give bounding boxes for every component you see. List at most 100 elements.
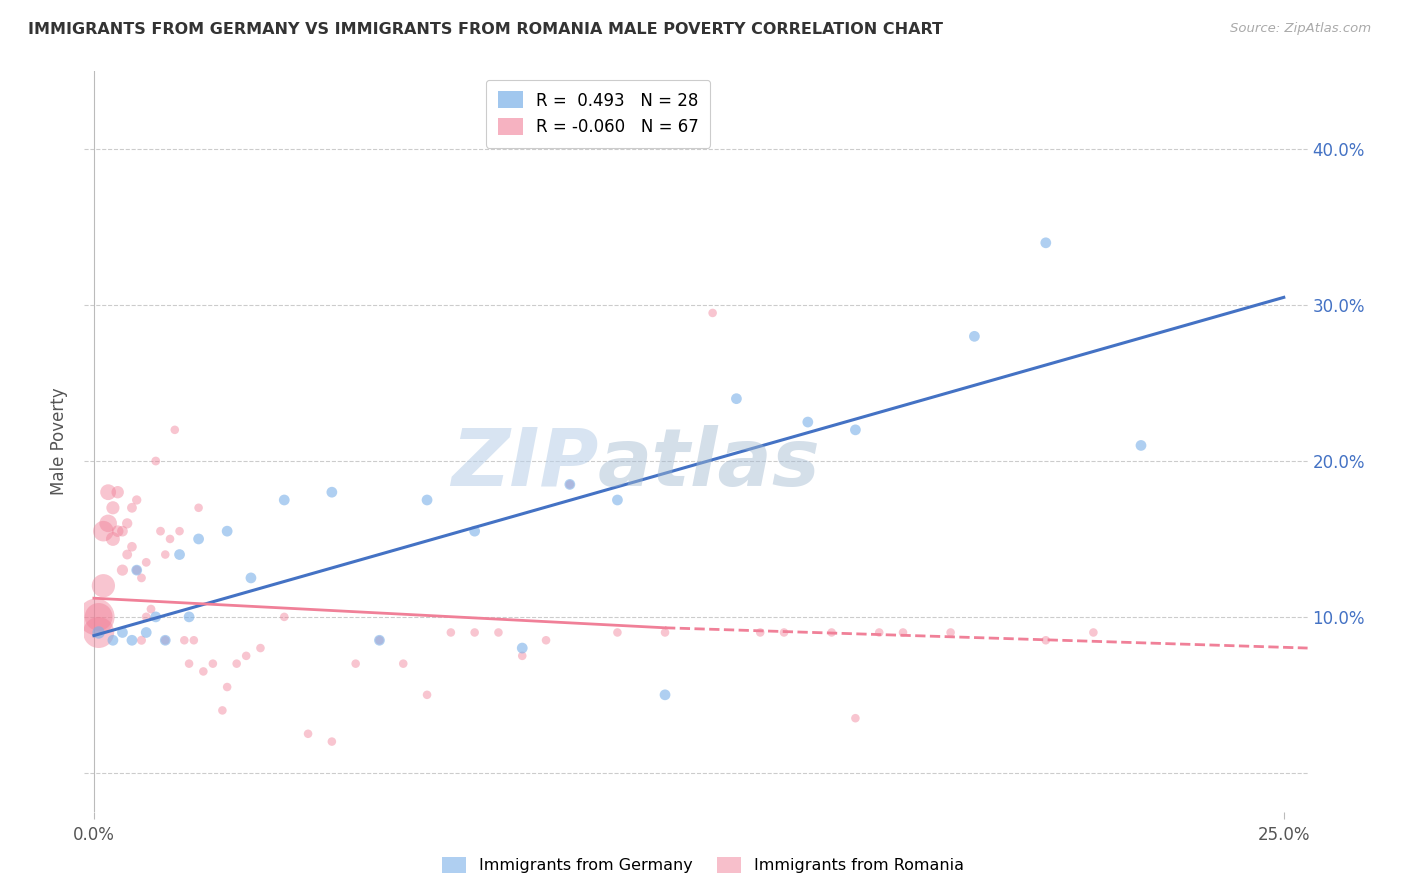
- Point: [321, 734, 343, 748]
- Point: [225, 657, 247, 671]
- Point: [773, 625, 796, 640]
- Point: [464, 524, 486, 538]
- Point: [217, 680, 239, 694]
- Point: [488, 625, 510, 640]
- Point: [297, 727, 319, 741]
- Point: [344, 657, 367, 671]
- Point: [187, 500, 209, 515]
- Point: [183, 633, 205, 648]
- Point: [159, 532, 181, 546]
- Point: [169, 548, 191, 562]
- Point: [464, 625, 486, 640]
- Point: [125, 563, 148, 577]
- Point: [115, 548, 138, 562]
- Point: [155, 633, 177, 648]
- Point: [145, 610, 167, 624]
- Point: [107, 524, 129, 538]
- Point: [149, 524, 172, 538]
- Point: [606, 625, 628, 640]
- Point: [107, 485, 129, 500]
- Point: [101, 500, 124, 515]
- Point: [111, 524, 134, 538]
- Point: [1130, 438, 1153, 452]
- Point: [111, 563, 134, 577]
- Point: [177, 610, 200, 624]
- Point: [201, 657, 224, 671]
- Point: [558, 477, 581, 491]
- Point: [121, 633, 143, 648]
- Point: [606, 493, 628, 508]
- Point: [121, 500, 143, 515]
- Point: [368, 633, 391, 648]
- Point: [173, 633, 195, 648]
- Point: [169, 524, 191, 538]
- Text: ZIP: ZIP: [451, 425, 598, 503]
- Point: [125, 493, 148, 508]
- Point: [820, 625, 842, 640]
- Point: [111, 625, 134, 640]
- Point: [101, 532, 124, 546]
- Point: [654, 688, 676, 702]
- Point: [87, 625, 110, 640]
- Point: [891, 625, 914, 640]
- Point: [87, 625, 110, 640]
- Point: [84, 610, 107, 624]
- Point: [939, 625, 962, 640]
- Point: [125, 563, 148, 577]
- Point: [844, 423, 866, 437]
- Point: [1035, 235, 1057, 250]
- Point: [101, 633, 124, 648]
- Point: [368, 633, 391, 648]
- Point: [135, 625, 157, 640]
- Point: [131, 571, 153, 585]
- Point: [273, 493, 295, 508]
- Point: [1083, 625, 1105, 640]
- Point: [187, 532, 209, 546]
- Point: [155, 548, 177, 562]
- Point: [654, 625, 676, 640]
- Legend: R =  0.493   N = 28, R = -0.060   N = 67: R = 0.493 N = 28, R = -0.060 N = 67: [486, 79, 710, 148]
- Point: [93, 579, 115, 593]
- Point: [145, 454, 167, 468]
- Point: [510, 641, 533, 656]
- Point: [510, 648, 533, 663]
- Point: [235, 648, 257, 663]
- Point: [963, 329, 986, 343]
- Point: [558, 477, 581, 491]
- Y-axis label: Male Poverty: Male Poverty: [51, 388, 69, 495]
- Point: [416, 493, 439, 508]
- Point: [239, 571, 262, 585]
- Text: atlas: atlas: [598, 425, 821, 503]
- Point: [797, 415, 820, 429]
- Point: [868, 625, 890, 640]
- Point: [1035, 633, 1057, 648]
- Point: [135, 555, 157, 569]
- Point: [93, 524, 115, 538]
- Point: [249, 641, 271, 656]
- Point: [97, 485, 120, 500]
- Point: [440, 625, 463, 640]
- Point: [193, 665, 215, 679]
- Point: [844, 711, 866, 725]
- Point: [115, 516, 138, 531]
- Point: [321, 485, 343, 500]
- Point: [121, 540, 143, 554]
- Point: [163, 423, 186, 437]
- Point: [97, 516, 120, 531]
- Point: [273, 610, 295, 624]
- Point: [534, 633, 557, 648]
- Point: [155, 633, 177, 648]
- Point: [139, 602, 162, 616]
- Point: [217, 524, 239, 538]
- Point: [749, 625, 772, 640]
- Text: Source: ZipAtlas.com: Source: ZipAtlas.com: [1230, 22, 1371, 36]
- Text: IMMIGRANTS FROM GERMANY VS IMMIGRANTS FROM ROMANIA MALE POVERTY CORRELATION CHAR: IMMIGRANTS FROM GERMANY VS IMMIGRANTS FR…: [28, 22, 943, 37]
- Point: [392, 657, 415, 671]
- Point: [725, 392, 748, 406]
- Point: [416, 688, 439, 702]
- Point: [702, 306, 724, 320]
- Legend: Immigrants from Germany, Immigrants from Romania: Immigrants from Germany, Immigrants from…: [436, 850, 970, 880]
- Point: [211, 703, 233, 717]
- Point: [135, 610, 157, 624]
- Point: [87, 610, 110, 624]
